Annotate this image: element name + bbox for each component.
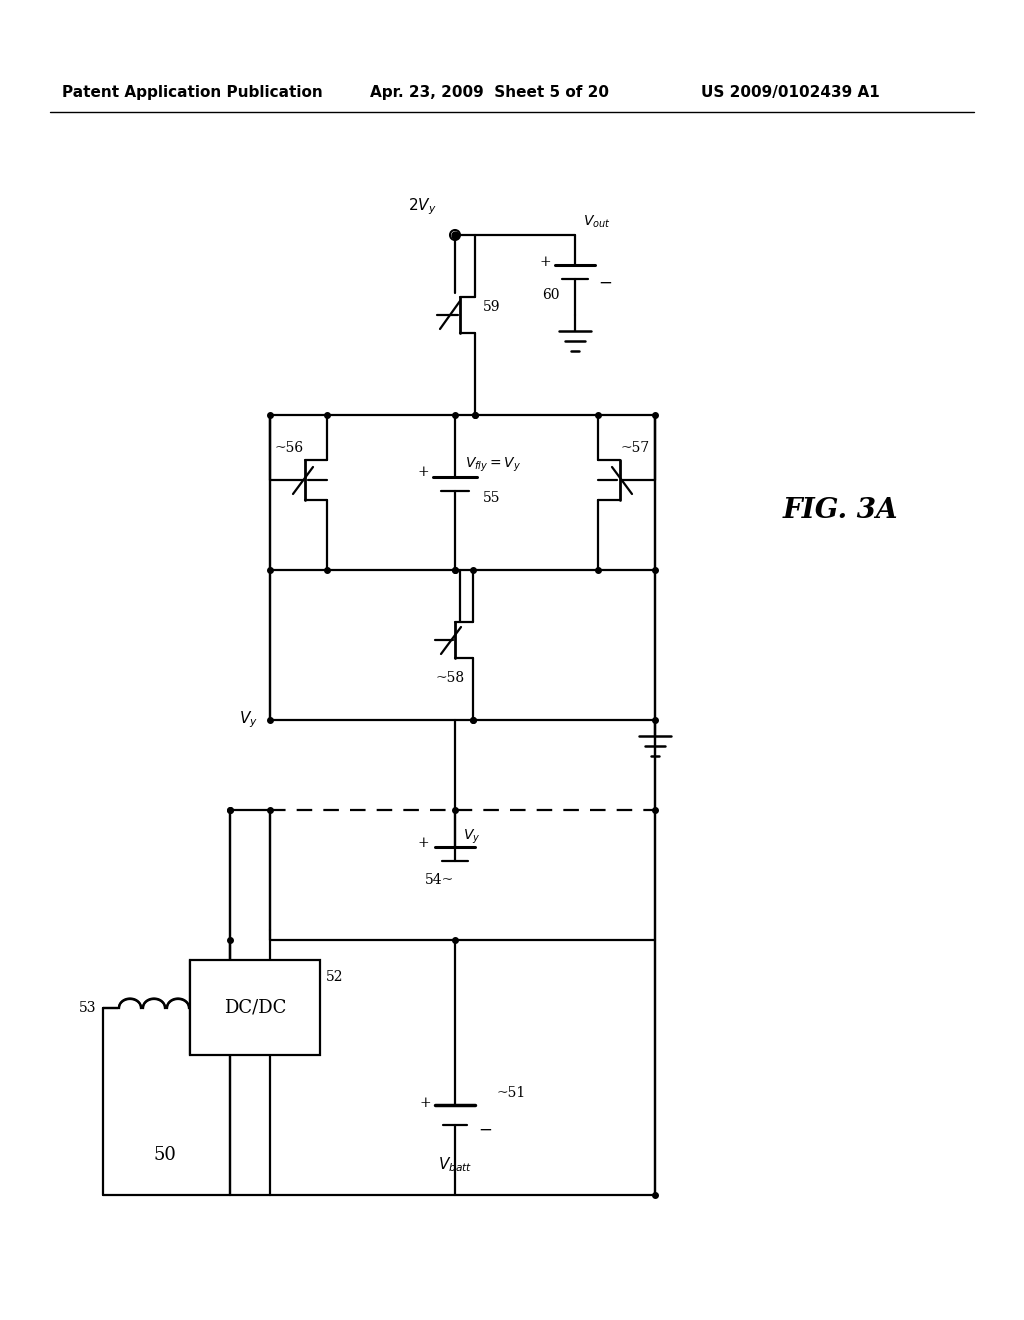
Text: 53: 53 xyxy=(79,1001,96,1015)
Text: +: + xyxy=(417,466,429,479)
Circle shape xyxy=(450,230,460,240)
Text: ~56: ~56 xyxy=(275,441,304,455)
Text: ~58: ~58 xyxy=(435,671,465,685)
Text: $V_y$: $V_y$ xyxy=(463,828,480,846)
Text: $V_{fly}=V_y$: $V_{fly}=V_y$ xyxy=(465,455,521,474)
Text: Apr. 23, 2009  Sheet 5 of 20: Apr. 23, 2009 Sheet 5 of 20 xyxy=(371,84,609,99)
Text: FIG. 3A: FIG. 3A xyxy=(782,496,898,524)
Text: −: − xyxy=(478,1122,492,1138)
Text: 54~: 54~ xyxy=(425,873,455,887)
Text: −: − xyxy=(598,275,612,292)
Text: +: + xyxy=(540,255,551,269)
Text: US 2009/0102439 A1: US 2009/0102439 A1 xyxy=(700,84,880,99)
Text: Patent Application Publication: Patent Application Publication xyxy=(61,84,323,99)
Text: 60: 60 xyxy=(543,288,560,302)
Text: ~51: ~51 xyxy=(497,1086,526,1100)
Text: 55: 55 xyxy=(483,491,501,504)
Bar xyxy=(190,960,319,1055)
Text: $2V_y$: $2V_y$ xyxy=(409,197,437,216)
Text: +: + xyxy=(419,1096,431,1110)
Text: +: + xyxy=(417,836,429,850)
Text: 50: 50 xyxy=(154,1146,176,1164)
Text: 59: 59 xyxy=(483,300,501,314)
Text: $V_y$: $V_y$ xyxy=(240,710,258,730)
Text: ~57: ~57 xyxy=(621,441,650,455)
Text: $V_{out}$: $V_{out}$ xyxy=(583,214,610,230)
Text: 52: 52 xyxy=(326,970,343,983)
Text: $V_{batt}$: $V_{batt}$ xyxy=(438,1155,472,1173)
Text: DC/DC: DC/DC xyxy=(224,998,286,1016)
